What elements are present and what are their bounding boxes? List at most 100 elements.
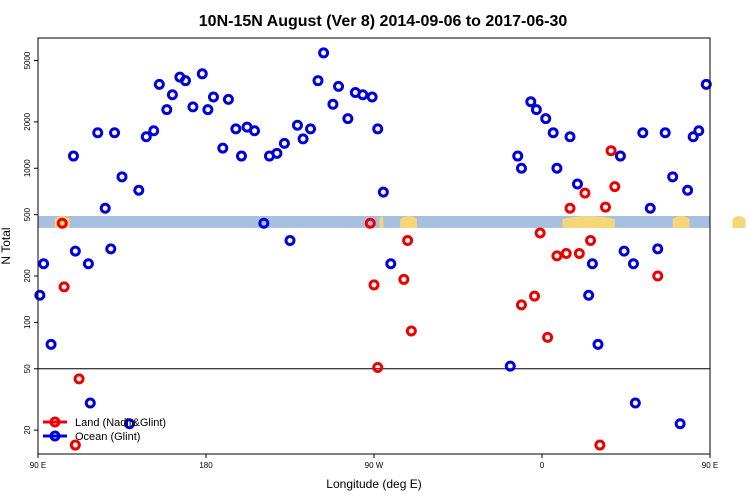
land-segment [400, 216, 417, 228]
data-point [551, 162, 563, 174]
data-point [609, 181, 621, 193]
data-point [207, 91, 219, 103]
data-point [674, 418, 686, 430]
data-point [652, 270, 664, 282]
data-point [82, 258, 94, 270]
data-point [693, 125, 705, 137]
data-point [398, 273, 410, 285]
y-tick-label: 500 [23, 207, 32, 221]
data-point [515, 162, 527, 174]
data-point [318, 47, 330, 59]
data-point [357, 89, 369, 101]
data-point [605, 145, 617, 157]
data-point [222, 93, 234, 105]
data-point [140, 131, 152, 143]
y-tick-label: 2000 [23, 112, 32, 130]
y-tick-label: 20 [23, 425, 32, 434]
data-point [644, 202, 656, 214]
x-axis-label: Longitude (deg E) [326, 477, 421, 491]
data-point [34, 289, 46, 301]
data-point [84, 397, 96, 409]
data-point [202, 104, 214, 116]
data-point [618, 245, 630, 257]
data-point [364, 217, 376, 229]
x-tick-label: 180 [199, 461, 213, 470]
data-point [529, 290, 541, 302]
data-point [161, 104, 173, 116]
data-point [148, 125, 160, 137]
x-axis: 90 E 180 90 W 0 90 E [30, 454, 718, 470]
data-point [385, 258, 397, 270]
data-point [542, 331, 554, 343]
data-point [372, 123, 384, 135]
data-point [515, 299, 527, 311]
data-point [585, 234, 597, 246]
data-point [599, 201, 611, 213]
data-point [105, 243, 117, 255]
data-point [133, 184, 145, 196]
legend-label: Ocean (Glint) [75, 431, 140, 443]
data-point [629, 397, 641, 409]
data-point [682, 184, 694, 196]
y-tick-label: 100 [23, 315, 32, 329]
data-point [594, 439, 606, 451]
y-axis: 20 50 100 200 500 1000 2000 5000 [23, 51, 38, 435]
data-point [291, 119, 303, 131]
x-tick-label: 0 [540, 461, 545, 470]
data-point [525, 96, 537, 108]
data-point [327, 98, 339, 110]
legend: Land (Nadir&Glint) Ocean (Glint) [43, 416, 166, 443]
data-point [504, 360, 516, 372]
data-point [116, 171, 128, 183]
data-point [271, 147, 283, 159]
data-point [342, 113, 354, 125]
data-point [109, 127, 121, 139]
x-tick-label: 90 E [702, 461, 718, 470]
land-segment [672, 216, 690, 228]
data-point [586, 258, 598, 270]
data-point [56, 217, 68, 229]
data-point [333, 80, 345, 92]
data-point [249, 125, 261, 137]
data-point [235, 150, 247, 162]
data-point [579, 187, 591, 199]
land-segment [562, 216, 615, 228]
data-point [659, 127, 671, 139]
data-point [179, 75, 191, 87]
data-point [73, 373, 85, 385]
land-segment [732, 216, 746, 228]
series-ocean-glint [34, 47, 712, 430]
data-point [560, 247, 572, 259]
data-point [534, 227, 546, 239]
legend-marker [49, 416, 61, 428]
data-point [217, 142, 229, 154]
data-point [372, 361, 384, 373]
legend-marker [49, 430, 61, 442]
data-point [405, 325, 417, 337]
data-point [368, 279, 380, 291]
y-tick-label: 200 [23, 269, 32, 283]
data-point [297, 133, 309, 145]
data-point [571, 178, 583, 190]
data-point [637, 127, 649, 139]
data-point [366, 91, 378, 103]
data-point [564, 202, 576, 214]
data-point [38, 258, 50, 270]
data-point [551, 250, 563, 262]
data-point [700, 78, 712, 90]
data-point [196, 68, 208, 80]
data-point [687, 131, 699, 143]
data-point [592, 338, 604, 350]
data-point [123, 418, 135, 430]
data-point [512, 150, 524, 162]
data-point [305, 123, 317, 135]
data-point [187, 101, 199, 113]
x-tick-label: 90 W [365, 461, 384, 470]
data-point [67, 150, 79, 162]
data-point [99, 202, 111, 214]
data-point [573, 247, 585, 259]
data-point [530, 104, 542, 116]
legend-label: Land (Nadir&Glint) [75, 417, 166, 429]
data-point [284, 234, 296, 246]
